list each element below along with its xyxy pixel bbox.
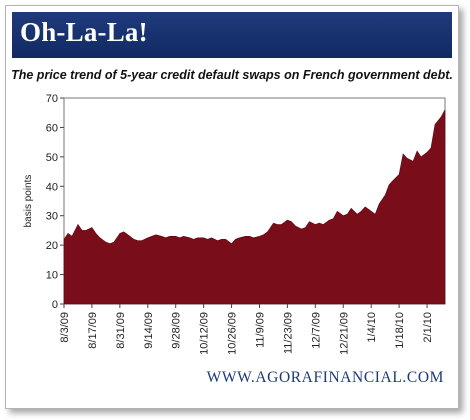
- cds-area-series: [63, 109, 446, 305]
- cds-area-chart: 0 10 20 30 40 50 60 70 basis points 8/3/09 8/17/09…: [23, 93, 446, 355]
- source-url[interactable]: WWW.AGORAFINANCIAL.COM: [206, 369, 444, 386]
- x-tick-label: 12/21/09: [338, 312, 350, 355]
- y-tick-label: 30: [46, 211, 58, 223]
- x-tick-label: 11/9/09: [254, 312, 266, 348]
- x-tick-label: 9/14/09: [143, 312, 155, 349]
- x-tick-label: 1/4/10: [366, 312, 378, 343]
- banner-title: Oh-La-La!: [20, 17, 148, 47]
- x-tick-label: 10/26/09: [227, 312, 239, 355]
- x-tick-label: 10/12/09: [199, 312, 211, 355]
- y-tick-label: 70: [46, 93, 58, 105]
- y-tick-label: 10: [46, 270, 58, 282]
- y-tick-label: 20: [46, 240, 58, 252]
- x-tick-label: 11/23/09: [282, 312, 294, 354]
- x-tick-label: 8/31/09: [115, 312, 127, 349]
- x-tick-label: 2/1/10: [422, 312, 434, 343]
- title-banner: Oh-La-La!: [12, 12, 452, 58]
- x-tick-label: 8/17/09: [87, 312, 99, 349]
- chart-card: Oh-La-La! The price trend of 5-year cred…: [5, 5, 459, 409]
- x-tick-label: 12/7/09: [310, 312, 322, 349]
- x-tick-label: 1/18/10: [394, 312, 406, 349]
- y-tick-label: 0: [52, 299, 58, 311]
- chart-title: The price trend of 5-year credit default…: [11, 68, 453, 82]
- x-tick-label: 8/3/09: [59, 312, 71, 343]
- x-tick-label: 9/28/09: [171, 312, 183, 349]
- y-tick-label: 50: [46, 152, 58, 164]
- y-tick-label: 40: [46, 181, 58, 193]
- y-axis-label: basis points: [23, 175, 34, 228]
- y-tick-label: 60: [46, 122, 58, 134]
